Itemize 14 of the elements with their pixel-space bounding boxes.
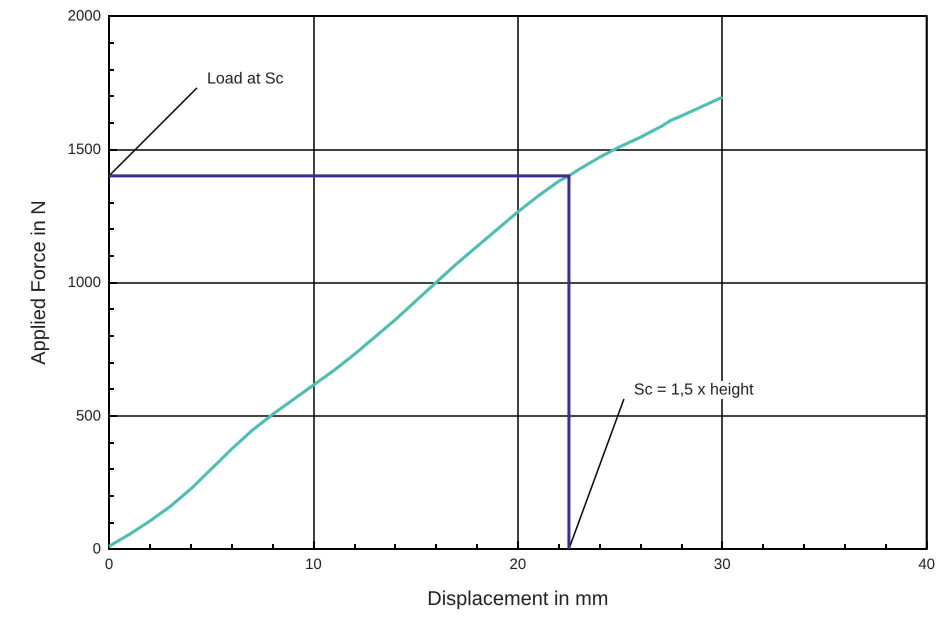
x-tick-label: 40 xyxy=(918,556,935,573)
x-axis-title: Displacement in mm xyxy=(427,588,608,610)
y-tick-label: 0 xyxy=(92,540,101,558)
y-tick-label: 500 xyxy=(76,407,101,424)
x-tick-label: 30 xyxy=(714,556,731,573)
y-tick-label: 2000 xyxy=(68,8,101,24)
x-tick-label: 0 xyxy=(104,556,114,573)
y-axis-title: Applied Force in N xyxy=(28,200,50,365)
x-tick-label: 10 xyxy=(305,556,322,573)
y-tick-label: 1500 xyxy=(68,140,101,158)
annotation: Load at Sc xyxy=(207,70,284,88)
y-tick-label: 1000 xyxy=(68,274,101,291)
annotation: Sc = 1,5 x height xyxy=(634,382,754,398)
x-tick-label: 20 xyxy=(509,556,526,573)
